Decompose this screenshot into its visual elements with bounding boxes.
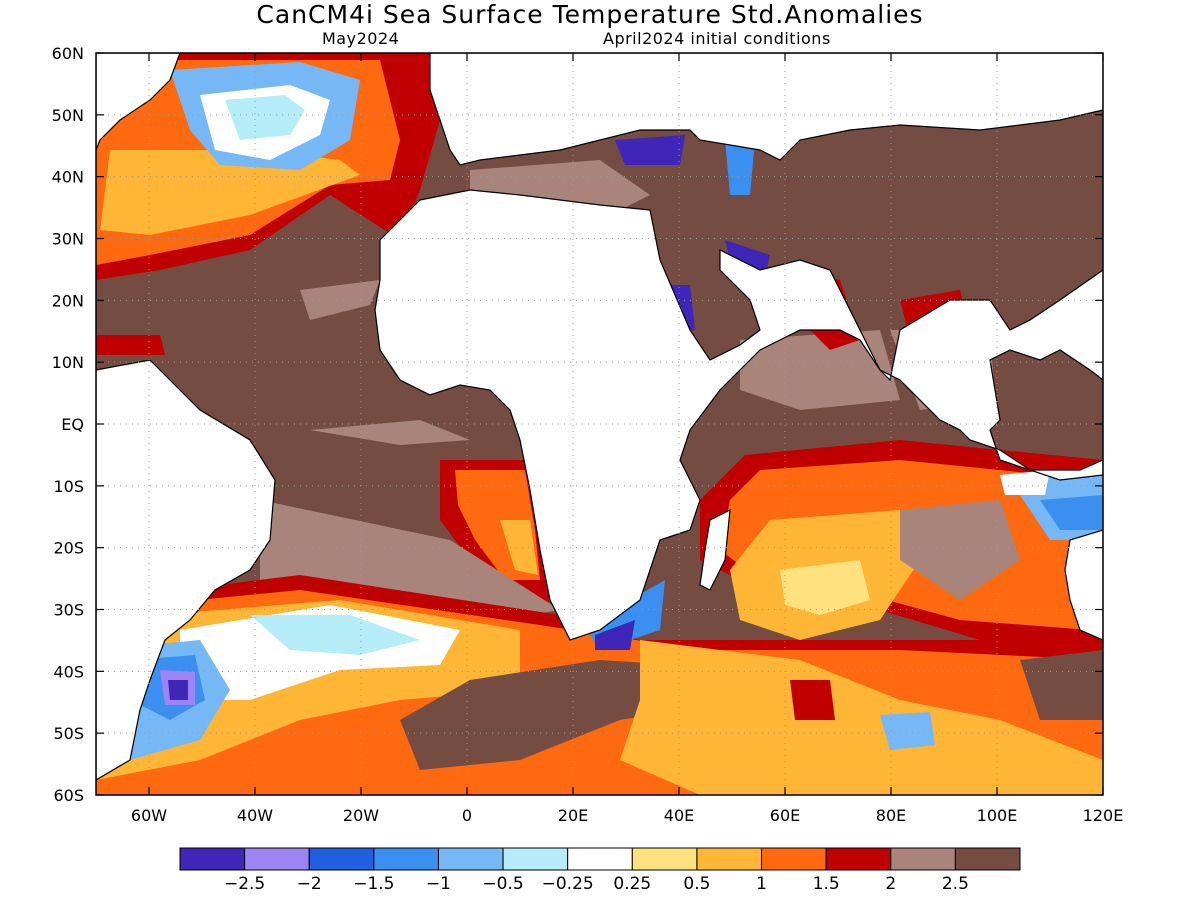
arabian-sea-light-brown bbox=[740, 330, 900, 410]
black-sea-cool-region bbox=[615, 135, 685, 165]
angola-yellow-region bbox=[500, 520, 538, 575]
colorbar-swatch bbox=[567, 847, 633, 871]
patagonia-strongest-cool-spot bbox=[168, 680, 188, 700]
lat-tick-label: 20S bbox=[53, 539, 84, 558]
colorbar-label: 1 bbox=[756, 874, 767, 894]
colorbar-label: 1.5 bbox=[813, 874, 840, 894]
sumatra-white-region bbox=[1000, 470, 1050, 495]
colorbar-label: 0.5 bbox=[683, 874, 710, 894]
land-masses bbox=[96, 53, 1103, 781]
latitude-axis: 60N 50N 40N 30N 20N 10N EQ 10S 20S 30S 40S 50S 60S bbox=[52, 44, 1103, 805]
madagascar-land bbox=[699, 508, 731, 591]
lon-tick-label: 0 bbox=[462, 806, 472, 825]
colorbar: −2.5 −2 −1.5 −1 −0.5 −0.25 0.25 0.5 1 1.5 2 2.5 bbox=[179, 847, 1021, 894]
africa-land bbox=[374, 189, 1103, 641]
colorbar-label: −2.5 bbox=[224, 874, 265, 894]
subtitle-initial-conditions: April2024 initial conditions bbox=[603, 29, 831, 48]
lon-tick-label: 40E bbox=[664, 806, 694, 825]
persian-gulf-cool-region bbox=[725, 240, 770, 275]
tropical-atlantic-light-brown bbox=[300, 280, 380, 320]
anomaly-field bbox=[96, 53, 1103, 795]
colorbar-label: −0.25 bbox=[542, 874, 594, 894]
colorbar-swatch bbox=[890, 847, 956, 871]
south-indian-cool-spot bbox=[880, 712, 935, 750]
south-atlantic-light-blue-region bbox=[250, 615, 420, 655]
colorbar-label: −1 bbox=[426, 874, 451, 894]
colorbar-swatch bbox=[373, 847, 439, 871]
indian-ocean-brown-patch bbox=[900, 500, 1020, 600]
colorbar-label: 2.5 bbox=[942, 874, 969, 894]
lat-tick-label: 50N bbox=[52, 106, 84, 125]
lat-tick-label: 50S bbox=[53, 724, 84, 743]
australia-land bbox=[1064, 529, 1103, 641]
colorbar-label: −2 bbox=[297, 874, 322, 894]
indian-ocean-pale-yellow bbox=[780, 560, 870, 615]
lat-tick-label: 10N bbox=[52, 353, 84, 372]
caribbean-warm-strip bbox=[96, 335, 165, 355]
colorbar-swatch bbox=[696, 847, 763, 871]
lat-tick-label: 20N bbox=[52, 291, 84, 310]
lon-tick-label: 100E bbox=[977, 806, 1018, 825]
equatorial-atlantic-light-brown bbox=[310, 420, 470, 445]
colorbar-swatch bbox=[954, 847, 1021, 871]
lon-tick-label: 60E bbox=[770, 806, 800, 825]
colorbar-swatch bbox=[825, 847, 892, 871]
lat-tick-label: 10S bbox=[53, 477, 84, 496]
south-america-land bbox=[96, 359, 276, 781]
lon-tick-label: 80E bbox=[876, 806, 906, 825]
lon-tick-label: 20W bbox=[343, 806, 379, 825]
graticule bbox=[96, 53, 1103, 795]
colorbar-label: 0.25 bbox=[613, 874, 651, 894]
colorbar-label: 2 bbox=[885, 874, 896, 894]
lat-tick-label: 30S bbox=[53, 601, 84, 620]
subtitle-month: May2024 bbox=[322, 29, 400, 48]
lat-tick-label: 60N bbox=[52, 44, 84, 63]
agulhas-strong-cool bbox=[595, 620, 635, 650]
caspian-sea-cool-region bbox=[725, 140, 755, 195]
lat-tick-label: 60S bbox=[53, 786, 84, 805]
lon-tick-label: 60W bbox=[131, 806, 167, 825]
lat-tick-label: EQ bbox=[61, 415, 84, 434]
colorbar-swatch bbox=[502, 847, 569, 871]
longitude-axis: 60W 40W 20W 0 20E 40E 60E 80E 100E 120E bbox=[131, 53, 1123, 825]
south-atlantic-white-region bbox=[180, 605, 460, 700]
colorbar-label: −1.5 bbox=[353, 874, 394, 894]
north-atlantic-yellow-region bbox=[100, 150, 360, 235]
lon-tick-label: 40W bbox=[237, 806, 273, 825]
south-indian-yellow-region bbox=[620, 640, 1103, 795]
colorbar-swatch bbox=[308, 847, 375, 871]
north-atlantic-light-blue-region bbox=[225, 95, 305, 140]
europe-land bbox=[429, 53, 1103, 166]
lon-tick-label: 120E bbox=[1083, 806, 1124, 825]
colorbar-swatch bbox=[244, 847, 310, 871]
colorbar-swatch bbox=[761, 847, 827, 871]
sumatra-blue-region bbox=[1040, 495, 1103, 530]
map-title: CanCM4i Sea Surface Temperature Std.Anom… bbox=[256, 0, 924, 29]
southern-ocean-brown-east bbox=[1020, 650, 1103, 720]
lon-tick-label: 20E bbox=[558, 806, 588, 825]
colorbar-label: −0.5 bbox=[482, 874, 523, 894]
south-indian-red-ring bbox=[790, 680, 835, 720]
colorbar-swatch bbox=[179, 847, 246, 871]
colorbar-swatch bbox=[437, 847, 504, 871]
colorbar-swatch bbox=[631, 847, 698, 871]
lat-tick-label: 30N bbox=[52, 230, 84, 249]
lat-tick-label: 40N bbox=[52, 168, 84, 187]
lat-tick-label: 40S bbox=[53, 662, 84, 681]
